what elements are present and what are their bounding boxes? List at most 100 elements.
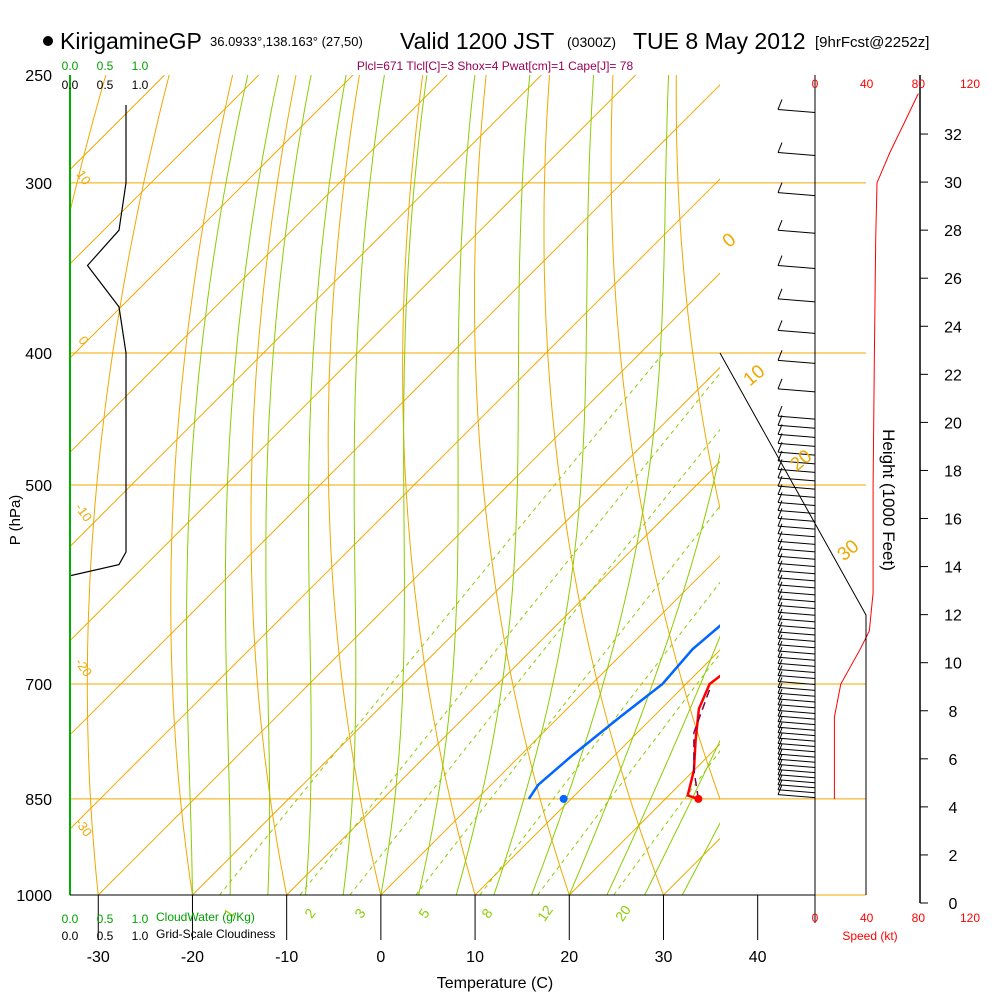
cloudiness-profile-line [70,105,127,577]
height-tick-label: 2 [949,848,958,865]
wind-barb-icon [777,485,816,490]
wind-barb-icon [777,460,816,465]
wind-barb-icon [777,662,816,667]
wind-barb-flag-icon [777,764,783,775]
wind-barb-icon [777,611,816,616]
isotherm-line [70,75,637,642]
stability-indices: Plcl=671 Tlcl[C]=3 Shox=4 Pwat[cm]=1 Cap… [357,59,634,73]
wind-barb-flag-icon [777,628,783,639]
mixing-ratio-label: 3 [351,905,369,921]
forecast-info: [9hrFcst@2252z] [815,34,929,51]
height-tick-label: 20 [944,415,962,432]
wind-barb-icon [777,548,816,553]
wind-barb-flag-icon [777,288,783,300]
temperature-tick-label: -10 [275,949,298,966]
cloudwater-tick-label: 0.0 [62,59,79,73]
parcel-path-line [693,687,711,800]
wind-barb-flag-icon [777,99,783,110]
wind-barb-flag-icon [777,615,783,626]
axes: 1 2 3 5 8 12 20100-10-20-300102030250300400500… [16,59,980,966]
wind-barb-flag-icon [777,774,783,785]
moist-adiabat-line [224,75,279,895]
temperature-tick-label: 40 [749,949,767,966]
wind-barb-flag-icon [777,738,783,749]
height-tick-label: 28 [944,223,962,240]
dry-adiabat-line [474,75,570,895]
moist-adiabat-line [606,635,720,895]
wind-barb-flag-icon [777,415,783,426]
wind-barb-icon [777,769,816,774]
cloudwater-tick-label: 0.5 [97,59,114,73]
dry-adiabat-label: 10 [73,167,94,187]
wind-barb-flag-icon [777,784,783,795]
wind-barb-flag-icon [777,743,783,755]
wind-barb-flag-icon [777,475,783,487]
wind-barb-icon [777,789,816,794]
mixing-ratio-label: 2 [301,905,319,921]
speed-axis-title: Speed (kt) [842,929,897,943]
moist-adiabat-label: 30 [834,536,864,566]
wind-barb-icon [777,709,816,714]
wind-barb-flag-icon [777,581,783,593]
wind-barb-flag-icon [777,754,783,765]
temperature-tick-label: -20 [181,949,204,966]
wind-barb-icon [777,624,816,629]
wind-barb-flag-icon [777,717,783,728]
isotherm-line [70,178,720,830]
wind-barb-icon [777,533,816,538]
surface-temperature-point [694,794,703,803]
dry-adiabat-line [543,75,664,895]
wind-barb-flag-icon [777,640,783,652]
dry-adiabat-line [930,75,1000,895]
wind-barb-flag-icon [777,441,783,453]
wind-barb-icon [777,698,816,703]
wind-barb-icon [777,656,816,661]
mixing-ratio-line [613,750,720,895]
wind-barb-icon [777,726,816,731]
mixing-ratio-line [349,428,720,895]
wind-barb-icon [777,517,816,522]
wind-barb-flag-icon [777,538,783,550]
wind-barb-icon [777,637,816,642]
wind-barb-icon [777,501,816,506]
isotherm-line [70,75,354,359]
wind-barb-icon [777,424,816,429]
wind-barb-icon [777,631,816,636]
wind-barb-icon [777,715,816,720]
wind-barb-flag-icon [777,779,783,790]
wind-barb-icon [777,415,816,420]
temperature-profile-line [686,674,720,801]
wind-barb-flag-icon [777,531,783,542]
isotherm-line [568,743,720,895]
wind-barb-icon [777,748,816,753]
wind-barb-flag-icon [777,671,783,682]
pressure-tick-label: 850 [25,792,52,809]
mixing-ratio-label: 12 [534,902,556,924]
mixing-ratio-line [415,505,720,895]
height-tick-label: 12 [944,608,962,625]
height-tick-label: 10 [944,656,962,673]
cloudiness-tick-label: 1.0 [132,929,149,943]
height-tick-label: 4 [949,800,958,817]
speed-tick-label: 0 [812,911,819,925]
mixing-ratio-label: 20 [612,902,634,924]
moist-adiabat-label: 10 [740,361,770,391]
isotherm-line [70,84,720,736]
speed-tick-label: 0 [812,77,819,91]
isotherm-line [192,366,720,895]
wind-barb-icon [777,329,816,334]
moist-adiabat-line [418,75,476,895]
moist-adiabat-line [186,75,249,895]
wind-barb-flag-icon [777,492,783,503]
height-tick-label: 30 [944,175,962,192]
dry-adiabat-label: -20 [72,655,95,679]
wind-barb-icon [777,737,816,742]
surface-dewpoint-point [559,794,568,803]
height-tick-label: 24 [944,319,962,336]
wind-barb-flag-icon [777,424,783,435]
station-name: KirigamineGP [60,28,202,54]
height-tick-label: 6 [949,752,958,769]
wind-barb-icon [777,753,816,758]
height-tick-label: 22 [944,367,962,384]
